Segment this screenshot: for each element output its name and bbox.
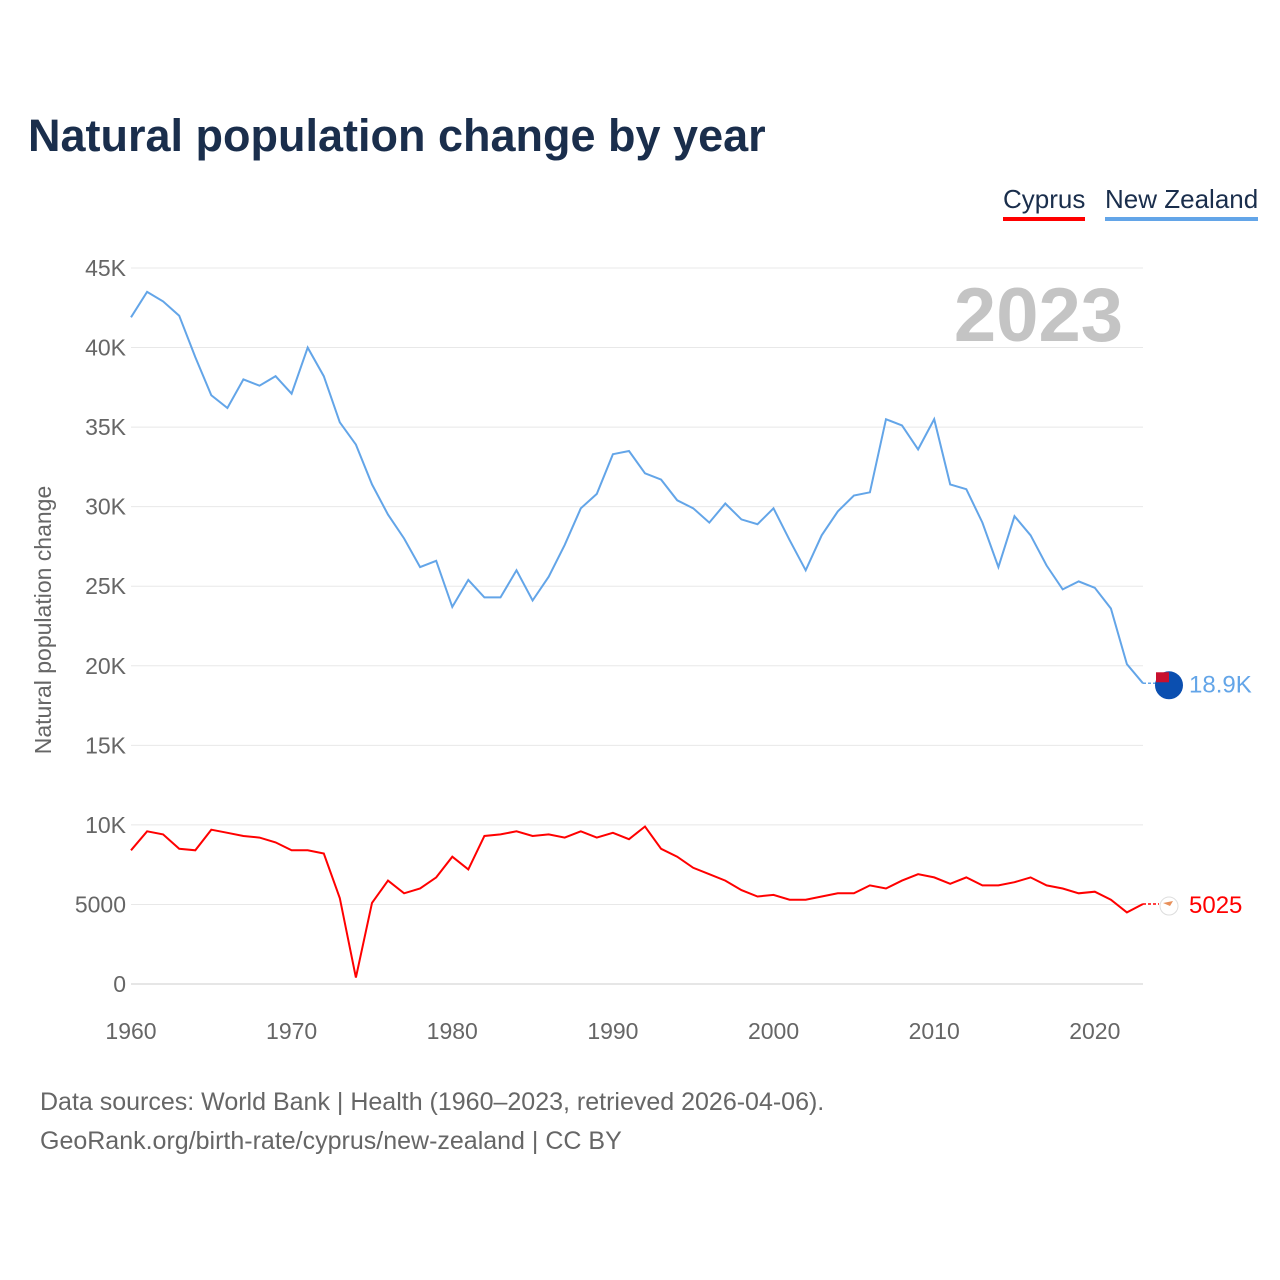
y-tick-label: 15K: [85, 732, 127, 758]
x-tick-label: 2010: [909, 1018, 960, 1044]
y-tick-label: 5000: [75, 891, 126, 917]
x-tick-label: 2020: [1069, 1018, 1120, 1044]
y-axis-label: Natural population change: [30, 486, 56, 755]
x-tick-label: 1960: [105, 1018, 156, 1044]
source-line-1: Data sources: World Bank | Health (1960–…: [40, 1088, 825, 1116]
source-line-2: GeoRank.org/birth-rate/cyprus/new-zealan…: [40, 1127, 622, 1155]
x-tick-label: 1990: [587, 1018, 638, 1044]
chart-title: Natural population change by year: [28, 110, 766, 161]
y-tick-label: 20K: [85, 653, 127, 679]
y-tick-label: 30K: [85, 494, 127, 520]
x-tick-label: 1970: [266, 1018, 317, 1044]
end-value-label: 18.9K: [1189, 671, 1252, 698]
flag-canton: [1156, 672, 1169, 683]
year-watermark: 2023: [954, 273, 1123, 358]
y-tick-label: 35K: [85, 414, 127, 440]
y-tick-label: 25K: [85, 573, 127, 599]
series-line-new-zealand: [130, 290, 1144, 684]
end-value-label: 5025: [1189, 892, 1242, 919]
y-tick-label: 40K: [85, 335, 127, 361]
series-line-cyprus: [130, 825, 1144, 978]
legend-cyprus[interactable]: Cyprus: [1003, 184, 1086, 221]
y-tick-label: 10K: [85, 812, 127, 838]
flag-island: [1163, 901, 1173, 907]
cyprus-flag-icon: [1159, 896, 1179, 916]
y-tick-label: 0: [113, 971, 126, 997]
x-tick-label: 2000: [748, 1018, 799, 1044]
y-tick-label: 45K: [85, 255, 127, 281]
x-tick-label: 1980: [427, 1018, 478, 1044]
legend-new-zealand[interactable]: New Zealand: [1105, 184, 1259, 221]
